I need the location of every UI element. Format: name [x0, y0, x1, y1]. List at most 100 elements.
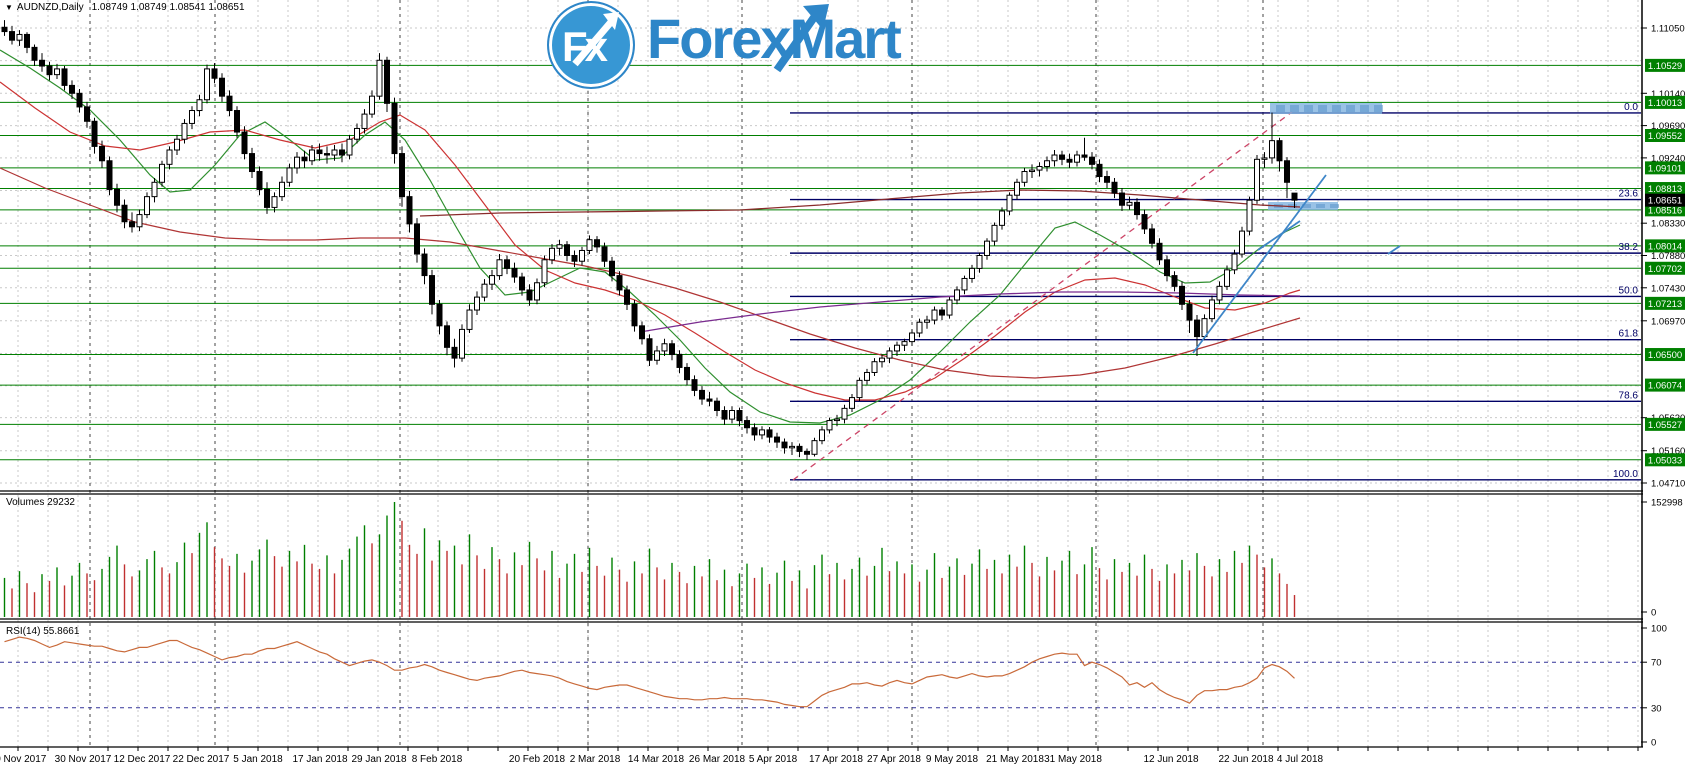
candle-body — [196, 99, 203, 112]
candle-body — [826, 420, 833, 431]
candle-body — [331, 149, 338, 156]
date-label: 31 May 2018 — [1044, 754, 1102, 765]
date-label: 12 Jun 2018 — [1143, 754, 1198, 765]
candle-body — [1119, 192, 1125, 206]
candle-body — [834, 418, 840, 422]
candle-body — [961, 277, 968, 291]
volume-panel-surface[interactable] — [0, 494, 1641, 619]
price-level-badge-label: 1.08014 — [1648, 241, 1682, 252]
candle-body — [699, 389, 705, 400]
candle-body — [1134, 201, 1140, 216]
candle-body — [9, 31, 15, 41]
candle-body — [249, 153, 255, 173]
price-level-badge — [1645, 296, 1685, 310]
symbol-info-line: ▼ AUDNZD,Daily 1.08749 1.08749 1.08541 1.0… — [5, 2, 245, 13]
current-price-badge — [1645, 193, 1685, 207]
brand-arrow-icon — [771, 4, 829, 75]
candle-body — [181, 122, 188, 140]
price-tick-label: 1.11050 — [1651, 23, 1685, 34]
highlight-zone-texture — [1318, 105, 1327, 112]
date-label: 2 Mar 2018 — [570, 754, 621, 765]
candle-body — [796, 445, 803, 452]
candle-body — [106, 160, 113, 190]
price-tick-label: 1.07880 — [1651, 251, 1685, 262]
candle-body — [819, 429, 825, 442]
candle-body — [639, 325, 645, 340]
price-tick-label: 1.09240 — [1651, 153, 1685, 164]
date-label: 17 Apr 2018 — [809, 754, 863, 765]
price-level-badge-label: 1.09552 — [1648, 131, 1682, 142]
candle-body — [856, 379, 863, 399]
price-tick-label: 1.06970 — [1651, 316, 1685, 327]
candle-body — [24, 33, 30, 48]
candle-body — [346, 138, 353, 156]
candle-body — [339, 149, 345, 156]
candle-body — [684, 366, 690, 381]
candle-body — [811, 440, 818, 455]
quote-values: 1.08749 1.08749 1.08541 1.08651 — [91, 2, 245, 13]
candle-body — [519, 276, 525, 291]
candle-body — [414, 223, 420, 255]
candle-body — [999, 210, 1005, 226]
current-price-badge-label: 1.08651 — [1648, 196, 1682, 207]
date-label: 9 May 2018 — [926, 754, 979, 765]
candle-body — [601, 246, 608, 262]
candle-body — [99, 145, 105, 162]
price-level-badge — [1645, 417, 1685, 431]
candle-body — [144, 196, 150, 216]
date-label: 4 Jul 2018 — [1277, 754, 1324, 765]
candle-body — [256, 171, 263, 190]
candle-body — [1029, 169, 1035, 173]
price-level-badge — [1645, 95, 1685, 109]
candle-body — [1081, 154, 1088, 158]
candle-body — [1051, 154, 1058, 162]
candle-body — [429, 275, 435, 305]
candle-body — [46, 65, 53, 76]
candle-body — [1254, 158, 1260, 201]
candle-body — [511, 267, 518, 278]
price-level-badge — [1645, 128, 1685, 142]
candle-body — [864, 371, 870, 381]
candle-body — [946, 299, 953, 316]
candle-body — [661, 343, 668, 352]
candle-body — [886, 350, 893, 359]
candle-body — [736, 410, 743, 422]
candle-body — [16, 33, 23, 41]
candle-body — [324, 153, 330, 156]
candle-body — [1141, 214, 1148, 230]
candle-body — [76, 92, 83, 108]
candle-body — [1276, 140, 1283, 162]
candle-body — [279, 181, 285, 198]
candle-body — [714, 400, 720, 412]
rsi-panel-surface[interactable] — [0, 623, 1641, 747]
candle-body — [474, 296, 480, 311]
candle-body — [226, 95, 233, 112]
candle-body — [631, 303, 638, 327]
candle-body — [271, 196, 278, 208]
candle-body — [1104, 176, 1110, 183]
candle-body — [91, 120, 98, 147]
price-level-badge-label: 1.05033 — [1648, 455, 1682, 466]
candle-body — [1246, 199, 1253, 232]
fib-label: 78.6 — [1619, 390, 1639, 401]
candle-body — [931, 309, 938, 321]
chart-collapse-icon[interactable]: ▼ — [5, 3, 13, 12]
logo-brand-text: ForexMart — [647, 7, 902, 70]
candle-body — [729, 410, 735, 420]
trendline-channel — [1192, 174, 1327, 354]
candle-body — [534, 282, 540, 301]
candle-body — [571, 254, 578, 262]
candle-body — [1044, 160, 1050, 167]
candle-body — [609, 260, 615, 277]
candle-body — [466, 309, 473, 330]
rsi-line — [4, 636, 1295, 708]
candle-body — [496, 259, 503, 277]
candle-body — [174, 138, 180, 151]
date-label: 17 Jan 2018 — [292, 754, 347, 765]
fib-label: 0.0 — [1624, 102, 1638, 113]
candle-body — [1186, 303, 1193, 321]
candle-body — [384, 59, 390, 104]
candle-body — [1194, 319, 1200, 338]
candle-body — [984, 240, 990, 256]
